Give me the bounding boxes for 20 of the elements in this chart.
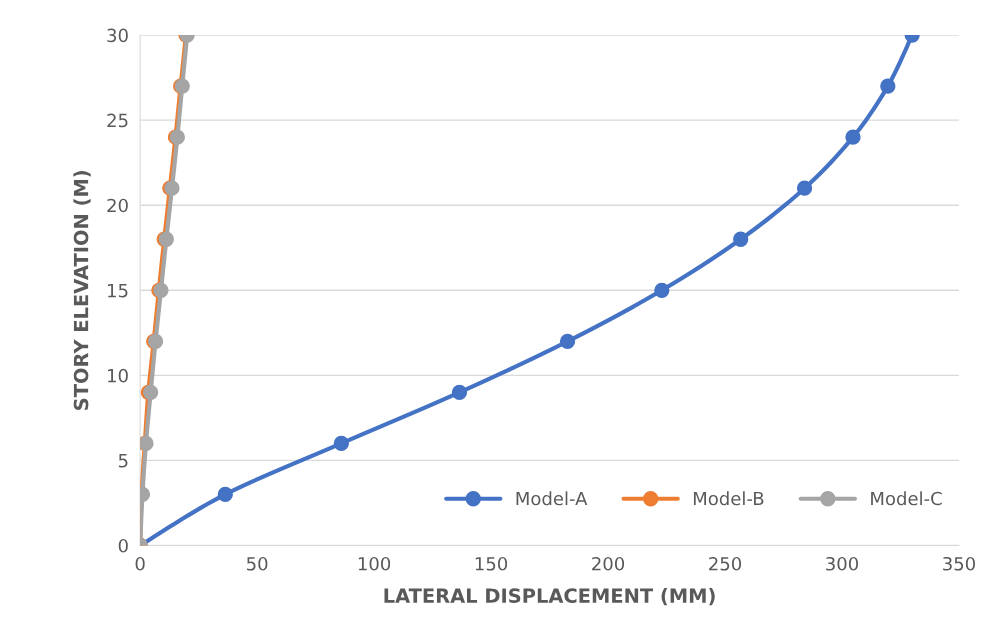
y-tick-label: 15 (108, 283, 128, 298)
x-tick-label: 350 (943, 556, 975, 571)
y-tick-label: 20 (107, 198, 128, 213)
legend-label: Model-A (516, 491, 588, 506)
y-tick-label: 30 (107, 28, 128, 43)
y-tick-label: 10 (108, 368, 128, 383)
x-axis-title: LATERAL DISPLACEMENT (MM) (384, 587, 715, 606)
y-tick-label: 0 (118, 538, 128, 553)
x-tick-label: 200 (592, 556, 625, 571)
legend-label: Model-C (871, 491, 942, 506)
x-tick-label: 50 (247, 556, 268, 571)
x-tick-label: 300 (826, 556, 859, 571)
x-tick-label: 100 (358, 556, 391, 571)
y-tick-label: 5 (118, 454, 128, 468)
legend-label: Model-B (693, 491, 764, 506)
x-tick-label: 250 (709, 556, 742, 571)
x-tick-label: 150 (475, 556, 508, 571)
x-tick-label: 0 (135, 556, 145, 571)
y-tick-label: 25 (107, 113, 128, 128)
y-axis-title: STORY ELEVATION (M) (73, 170, 91, 410)
